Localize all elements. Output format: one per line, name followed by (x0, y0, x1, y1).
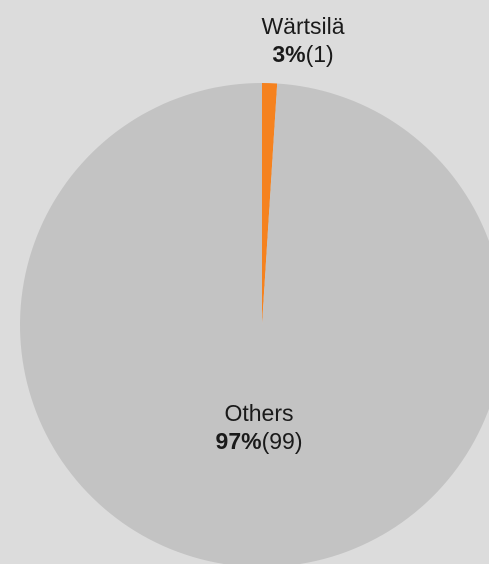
slice-count: (1) (305, 41, 334, 67)
slice-count: (99) (261, 428, 303, 454)
pie-slice-others (20, 83, 489, 564)
slice-percent: 97% (215, 428, 262, 454)
slice-label-others: Others 97%(99) (216, 399, 303, 455)
slice-value: 97%(99) (216, 427, 303, 455)
slice-label-wartsila: Wärtsilä 3%(1) (261, 12, 344, 68)
slice-value: 3%(1) (261, 40, 344, 68)
slice-name: Wärtsilä (261, 13, 345, 39)
slice-percent: 3% (272, 41, 306, 67)
slice-name: Others (224, 400, 294, 426)
pie-slice-wartsila (262, 83, 278, 325)
